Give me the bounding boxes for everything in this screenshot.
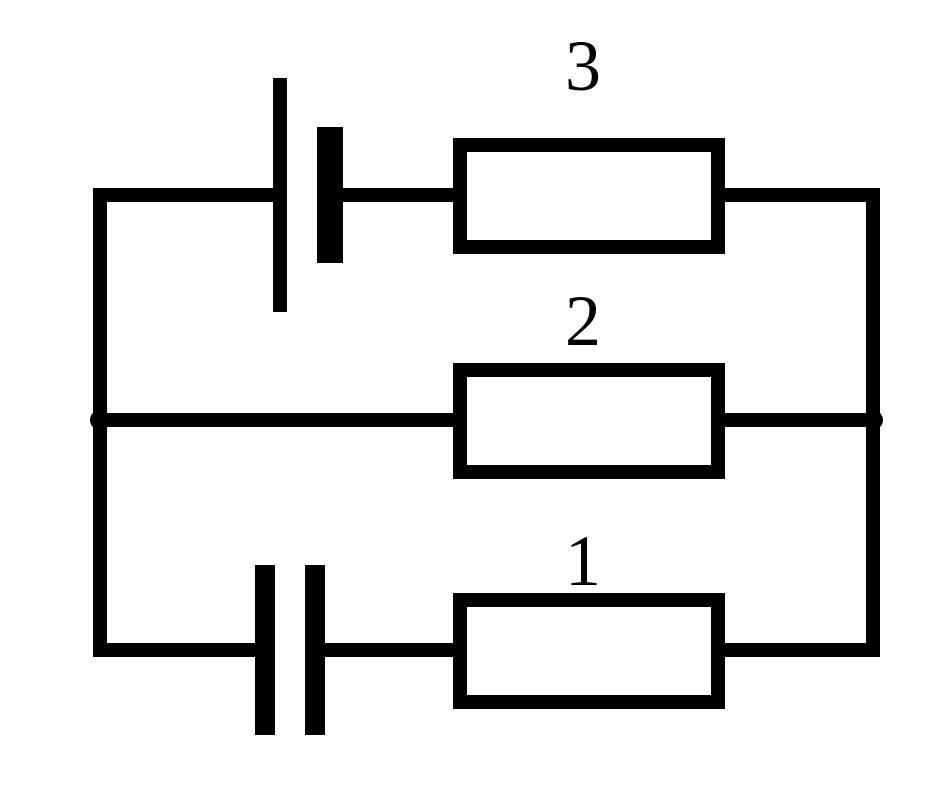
resistor-1-label: 1: [565, 520, 601, 603]
resistor-3-label: 3: [565, 25, 601, 108]
resistor-2-label: 2: [565, 280, 601, 363]
circuit-diagram: [0, 0, 943, 795]
